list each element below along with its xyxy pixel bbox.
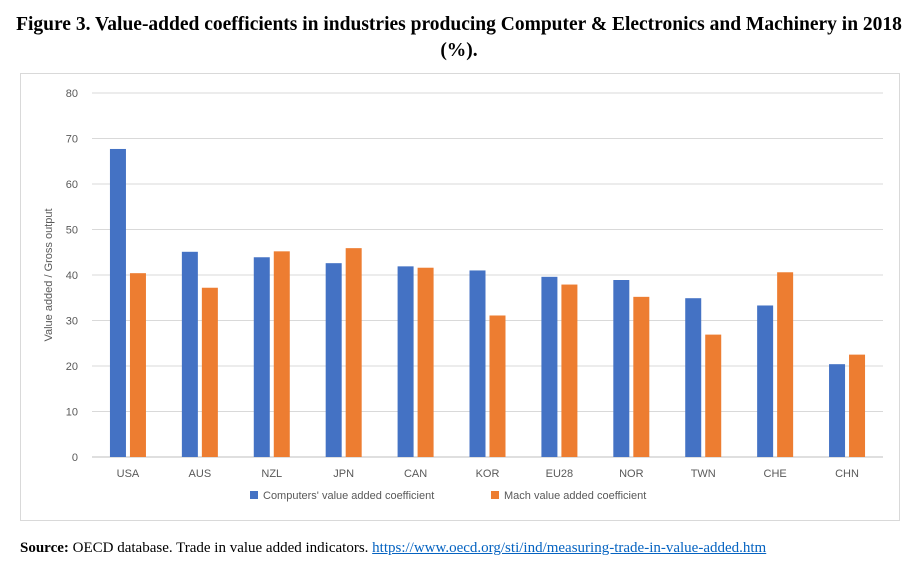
y-tick-label: 0: [72, 452, 78, 464]
bar-mach-eu28: [561, 284, 578, 457]
figure-title: Figure 3. Value-added coefficients in in…: [16, 14, 902, 61]
y-tick-label: 60: [66, 179, 78, 191]
bar-computers-chn: [829, 364, 846, 457]
bar-mach-chn: [849, 354, 866, 457]
bar-computers-aus: [181, 251, 198, 457]
chart-area: 0 10 20 30 40 50 60 70 80 Value added / Gross out…: [20, 73, 900, 521]
legend-swatch-mach: [491, 491, 499, 499]
y-tick-label: 20: [66, 361, 78, 373]
bar-mach-che: [777, 272, 794, 457]
bar-computers-nzl: [253, 257, 270, 457]
bar-mach-twn: [705, 334, 722, 457]
bar-mach-jpn: [345, 248, 362, 457]
bar-computers-can: [397, 266, 414, 457]
x-tick-label: CAN: [404, 468, 427, 480]
bar-mach-can: [417, 267, 434, 457]
source-text: OECD database. Trade in value added indi…: [68, 540, 373, 556]
y-tick-label: 10: [66, 407, 78, 419]
bar-computers-che: [757, 305, 774, 457]
bar-mach-nor: [633, 296, 650, 457]
y-tick-label: 40: [66, 270, 78, 282]
y-tick-label: 80: [66, 88, 78, 100]
y-tick-label: 50: [66, 225, 78, 237]
bar-mach-usa: [129, 273, 146, 457]
legend-swatch-computers: [250, 491, 258, 499]
x-tick-label: CHE: [764, 468, 787, 480]
bar-mach-kor: [489, 315, 506, 457]
y-axis-label: Value added / Gross output: [43, 208, 55, 341]
source-label: Source:: [20, 540, 69, 556]
bar-mach-aus: [201, 287, 218, 457]
x-tick-label: TWN: [691, 468, 716, 480]
bar-computers-usa: [109, 148, 126, 457]
x-tick-label: EU28: [546, 468, 574, 480]
x-tick-label: USA: [117, 468, 140, 480]
x-tick-label: NZL: [261, 468, 282, 480]
source-link[interactable]: https://www.oecd.org/sti/ind/measuring-t…: [372, 540, 767, 556]
x-tick-label: JPN: [333, 468, 354, 480]
x-tick-label: CHN: [835, 468, 859, 480]
bar-computers-nor: [613, 280, 630, 457]
y-tick-label: 30: [66, 316, 78, 328]
x-tick-label: NOR: [619, 468, 644, 480]
bar-computers-twn: [685, 298, 702, 457]
bar-computers-jpn: [325, 263, 342, 457]
x-tick-label: KOR: [476, 468, 500, 480]
legend-label-computers: Computers' value added coefficient: [263, 490, 434, 502]
y-tick-label: 70: [66, 134, 78, 146]
x-tick-label: AUS: [189, 468, 212, 480]
bar-mach-nzl: [273, 251, 290, 457]
legend-label-mach: Mach value added coefficient: [504, 490, 646, 502]
bar-chart: 0 10 20 30 40 50 60 70 80 Value added / Gross out…: [43, 88, 883, 502]
bar-computers-kor: [469, 270, 486, 457]
source-note: Source: OECD database. Trade in value ad…: [20, 538, 900, 558]
bar-computers-eu28: [541, 276, 558, 457]
